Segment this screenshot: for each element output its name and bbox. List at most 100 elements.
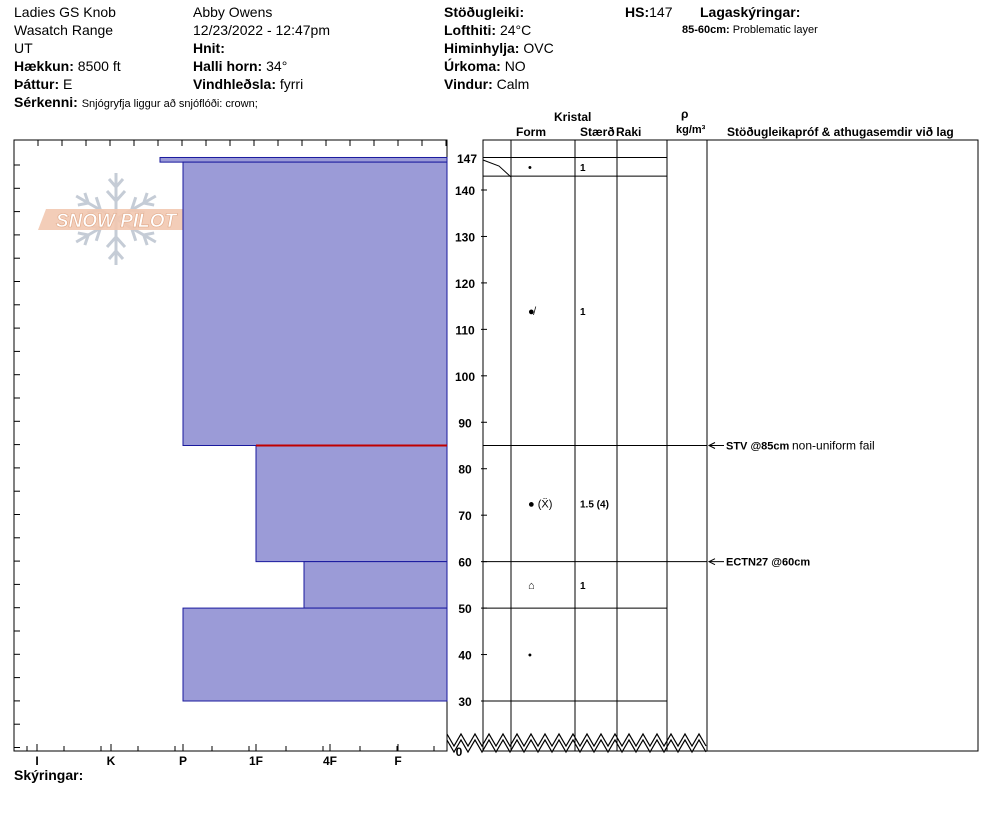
elevation-value: 8500 ft — [77, 58, 121, 74]
depth-label: 140 — [455, 184, 475, 198]
precip-label: Úrkoma: — [444, 58, 501, 74]
aspect-row: Þáttur: E — [14, 76, 72, 92]
state: UT — [14, 40, 33, 56]
aspect-label: Þáttur: — [14, 76, 60, 92]
hardness-label: 4F — [323, 754, 337, 768]
observer: Abby Owens — [193, 4, 273, 20]
depth-top-label: 147 — [457, 152, 477, 166]
logo-band — [38, 209, 194, 230]
hs-row: HS:147 — [625, 4, 672, 20]
wind-row: Vindur: Calm — [444, 76, 529, 92]
snowflake-stroke — [114, 235, 127, 249]
precip-row: Úrkoma: NO — [444, 58, 526, 74]
test-comment: non-uniform fail — [792, 439, 875, 453]
hardness-layer-bar — [182, 161, 448, 447]
features-row: Sérkenni: Snjógryfja liggur að snjóflóði… — [14, 94, 258, 111]
notes-label: Skýringar: — [14, 767, 84, 783]
depth-label: 90 — [458, 416, 472, 430]
snowflake-stroke — [114, 189, 127, 203]
axis-break-zigzag — [446, 738, 707, 754]
col-form: Form — [516, 125, 546, 139]
col-moisture: Raki — [616, 125, 642, 139]
axis-break-zigzag — [446, 732, 707, 748]
snowflake-stroke — [105, 235, 118, 249]
depth-label: 70 — [458, 509, 472, 523]
wind-value: Calm — [496, 76, 530, 92]
wind-label: Vindur: — [444, 76, 493, 92]
depth-label: 120 — [455, 277, 475, 291]
col-crystal: Kristal — [554, 110, 592, 124]
snowflake-stroke — [142, 234, 149, 246]
snowflake-stroke — [77, 201, 89, 207]
depth-label: 30 — [458, 695, 472, 709]
grain-size-value: 1 — [580, 307, 586, 318]
stability-label: Stöðugleiki: — [444, 4, 525, 20]
depth-label: 50 — [458, 602, 472, 616]
snowflake-stroke — [94, 196, 102, 211]
hardness-layer-bar — [255, 445, 448, 563]
depth-label: 60 — [458, 556, 472, 570]
sky-label: Himinhylja: — [444, 40, 520, 56]
grain-size-value: 1 — [580, 163, 586, 174]
depth-label: 80 — [458, 463, 472, 477]
layer-note: 85-60cm: Problematic layer — [682, 24, 818, 37]
hardness-label: I — [35, 754, 38, 768]
slope-row: Halli horn: 34° — [193, 58, 287, 74]
snowflake-stroke — [143, 231, 155, 237]
location: Ladies GS Knob — [14, 4, 116, 20]
snowflake-stroke — [107, 250, 118, 260]
datetime: 12/23/2022 - 12:47pm — [193, 22, 330, 38]
depth-label: 130 — [455, 230, 475, 244]
layer-notes-label: Lagaskýringar: — [700, 4, 801, 20]
snowflake-stroke — [83, 192, 90, 204]
depth-zero-label: 0 — [456, 745, 463, 759]
snowflake-stroke — [107, 178, 118, 188]
slope-value: 34° — [266, 58, 288, 74]
col-density-unit: kg/m³ — [676, 124, 706, 136]
hardness-label: P — [179, 754, 187, 768]
grain-form-symbol: ⌂ — [528, 580, 535, 592]
elevation-row: Hækkun: 8500 ft — [14, 58, 121, 74]
snowflake-stroke — [114, 178, 125, 188]
sky-row: Himinhylja: OVC — [444, 40, 554, 56]
hardness-layer-bar — [159, 156, 448, 163]
grain-form-symbol: • — [528, 650, 532, 662]
snowflake-arm — [105, 219, 127, 265]
hardness-layer-bar — [182, 607, 448, 702]
features-label: Sérkenni: — [14, 94, 78, 110]
test-arrow-head — [707, 442, 716, 449]
wind-loading-value: fyrri — [279, 76, 304, 92]
grain-form-symbol: • — [528, 162, 532, 174]
wind-loading-row: Vindhleðsla: fyrri — [193, 76, 303, 92]
air-temp-row: Lofthiti: 24°C — [444, 22, 531, 38]
connector-line — [482, 159, 512, 178]
test-code: STV @85cm — [726, 441, 790, 453]
hardness-layer-bar — [303, 561, 448, 609]
col-tests: Stöðugleikapróf & athugasemdir við lag — [727, 125, 954, 139]
logo-text: SNOW PILOT — [56, 211, 178, 232]
snowflake-stroke — [77, 231, 89, 237]
depth-label: 110 — [455, 323, 475, 337]
snowflake-stroke — [105, 189, 118, 203]
grain-form-symbol: ●̸ — [528, 306, 537, 318]
depth-label: 40 — [458, 649, 472, 663]
snowflake-stroke — [94, 227, 102, 242]
col-rho: ρ — [681, 107, 689, 121]
hs-value: 147 — [649, 4, 673, 20]
wind-loading-label: Vindhleðsla: — [193, 76, 276, 92]
layer-note-text: Problematic layer — [732, 24, 818, 36]
test-code: ECTN27 @60cm — [726, 557, 810, 569]
features-value: Snjógryfja liggur að snjóflóði: crown; — [81, 98, 258, 110]
range: Wasatch Range — [14, 22, 114, 38]
hardness-label: F — [394, 754, 401, 768]
air-temp-value: 24°C — [499, 22, 532, 38]
sky-value: OVC — [523, 40, 554, 56]
hardness-label: 1F — [249, 754, 263, 768]
hardness-label: K — [107, 754, 116, 768]
col-size: Stærð — [580, 125, 615, 139]
test-arrow-head — [707, 558, 716, 566]
hs-label: HS: — [625, 4, 650, 20]
grain-form-symbol: ● (Ẍ) — [528, 499, 552, 511]
slope-label: Halli horn: — [193, 58, 263, 74]
